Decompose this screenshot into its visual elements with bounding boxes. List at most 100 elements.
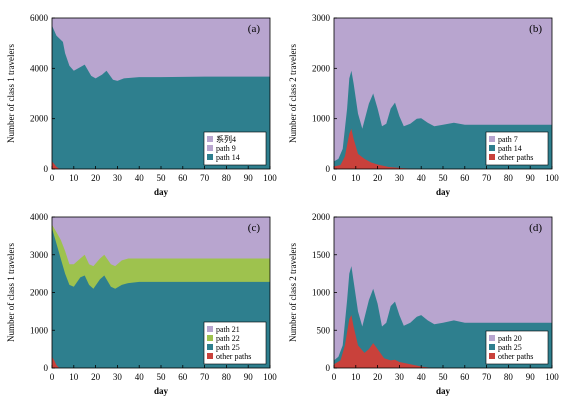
panel-label: (a) (248, 23, 261, 35)
y-tick-label: 4000 (30, 212, 49, 222)
x-axis-label: day (436, 187, 451, 197)
legend-entry: 系列4 (216, 134, 236, 144)
y-tick-label: 500 (317, 325, 331, 335)
legend-entry: other paths (216, 352, 251, 361)
x-tick-label: 20 (373, 173, 383, 183)
legend-swatch (207, 145, 213, 151)
x-tick-label: 40 (417, 372, 427, 382)
x-tick-label: 100 (545, 173, 559, 183)
legend-entry: path 9 (216, 144, 236, 153)
y-tick-label: 6000 (30, 13, 49, 23)
x-tick-label: 80 (504, 173, 514, 183)
y-tick-label: 2000 (30, 288, 49, 298)
legend-entry: path 25 (216, 343, 240, 352)
legend-entry: path 21 (216, 325, 240, 334)
legend-box (203, 321, 267, 365)
panel-label: (d) (529, 222, 542, 234)
legend-entry: path 14 (216, 153, 240, 162)
legend-swatch (489, 136, 495, 142)
x-axis-label: day (154, 386, 169, 396)
y-tick-label: 1000 (30, 325, 49, 335)
legend-swatch (207, 136, 213, 142)
x-tick-label: 30 (395, 173, 405, 183)
y-axis-label: Number of class 2 travelers (288, 243, 298, 342)
y-tick-label: 0 (326, 363, 331, 373)
x-tick-label: 80 (504, 372, 514, 382)
panel-label: (b) (529, 23, 542, 35)
x-tick-label: 90 (244, 372, 254, 382)
legend-entry: path 7 (498, 135, 518, 144)
x-tick-label: 100 (263, 372, 277, 382)
x-tick-label: 0 (50, 173, 55, 183)
legend-entry: other paths (498, 352, 533, 361)
x-tick-label: 20 (373, 372, 383, 382)
y-tick-label: 1500 (312, 250, 331, 260)
area-series-1 (334, 315, 552, 368)
legend-swatch (207, 353, 213, 359)
legend-swatch (207, 154, 213, 160)
y-tick-label: 0 (44, 164, 49, 174)
legend-box (485, 131, 549, 166)
y-axis-label: Number of class 2 travelers (288, 44, 298, 143)
x-tick-label: 50 (439, 173, 449, 183)
y-axis-label: Number of class 1 travelers (6, 44, 16, 143)
x-tick-label: 20 (91, 173, 101, 183)
x-tick-label: 10 (69, 173, 79, 183)
x-tick-label: 80 (222, 372, 232, 382)
x-tick-label: 90 (526, 173, 536, 183)
x-tick-label: 30 (395, 372, 405, 382)
x-tick-label: 40 (135, 372, 145, 382)
x-tick-label: 60 (460, 173, 470, 183)
legend-entry: other paths (498, 153, 533, 162)
x-tick-label: 60 (178, 372, 188, 382)
legend-box (485, 330, 549, 365)
x-tick-label: 30 (113, 173, 123, 183)
legend-entry: path 20 (498, 334, 522, 343)
legend-entry: path 22 (216, 334, 240, 343)
panel-c: 0 10 20 30 40 50 60 70 80 90 10001000200030004000d… (6, 212, 277, 396)
x-tick-label: 0 (50, 372, 55, 382)
x-tick-label: 80 (222, 173, 232, 183)
legend-swatch (207, 326, 213, 332)
legend-swatch (489, 344, 495, 350)
y-tick-label: 2000 (30, 114, 49, 124)
panel-b: 0 10 20 30 40 50 60 70 80 90 1000100020003000dayNu… (288, 13, 559, 197)
panel-label: (c) (248, 222, 261, 234)
x-tick-label: 50 (157, 372, 167, 382)
y-tick-label: 0 (44, 363, 49, 373)
x-tick-label: 100 (263, 173, 277, 183)
legend-box (203, 131, 267, 166)
x-tick-label: 40 (135, 173, 145, 183)
legend-swatch (489, 353, 495, 359)
x-tick-label: 70 (482, 173, 492, 183)
y-tick-label: 2000 (312, 63, 331, 73)
x-tick-label: 30 (113, 372, 123, 382)
legend-swatch (489, 145, 495, 151)
x-tick-label: 10 (351, 173, 361, 183)
legend-entry: path 25 (498, 343, 522, 352)
x-tick-label: 90 (526, 372, 536, 382)
legend-swatch (489, 335, 495, 341)
y-tick-label: 1000 (312, 114, 331, 124)
legend-entry: path 14 (498, 144, 522, 153)
x-tick-label: 0 (332, 372, 337, 382)
x-tick-label: 20 (91, 372, 101, 382)
y-tick-label: 3000 (312, 13, 331, 23)
x-axis-label: day (436, 386, 451, 396)
x-tick-label: 50 (439, 372, 449, 382)
x-tick-label: 60 (460, 372, 470, 382)
panel-a: 0 10 20 30 40 50 60 70 80 90 100 0 2000 4000 6000 day Nu… (6, 13, 277, 197)
x-tick-label: 90 (244, 173, 254, 183)
legend-swatch (207, 335, 213, 341)
x-tick-label: 60 (178, 173, 188, 183)
x-tick-label: 70 (200, 173, 210, 183)
x-tick-label: 70 (200, 372, 210, 382)
x-axis-label: day (154, 187, 169, 197)
x-tick-label: 10 (351, 372, 361, 382)
area-series-1 (334, 128, 552, 169)
